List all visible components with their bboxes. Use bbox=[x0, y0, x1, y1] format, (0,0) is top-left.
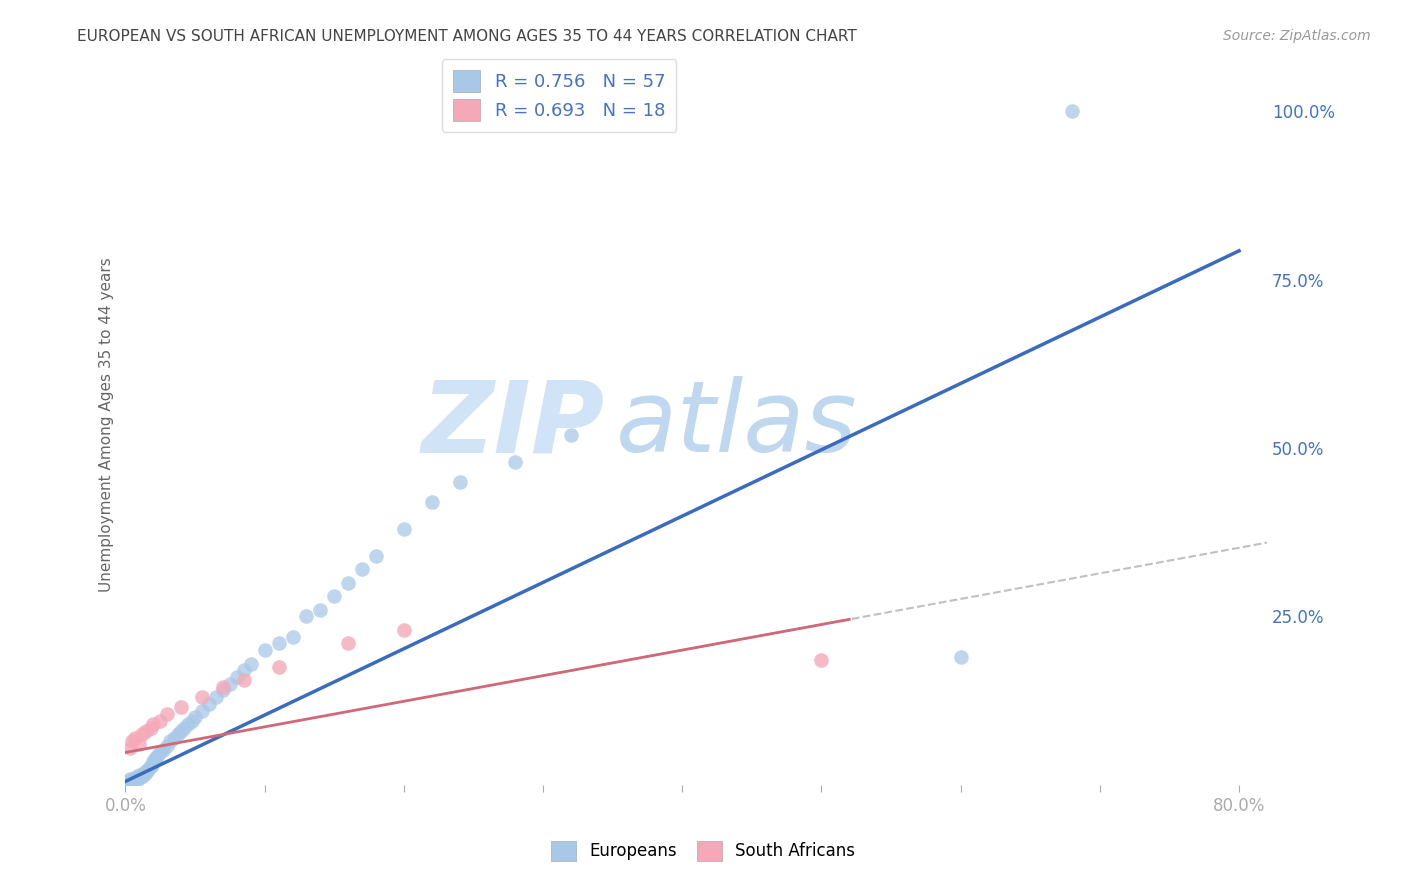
Point bbox=[145, 751, 167, 765]
Point bbox=[149, 714, 172, 728]
Point bbox=[163, 731, 186, 745]
Point bbox=[295, 609, 318, 624]
Point bbox=[810, 653, 832, 667]
Legend: R = 0.756   N = 57, R = 0.693   N = 18: R = 0.756 N = 57, R = 0.693 N = 18 bbox=[443, 59, 676, 132]
Point bbox=[198, 697, 221, 711]
Point bbox=[143, 752, 166, 766]
Point bbox=[138, 761, 160, 775]
Point bbox=[128, 737, 150, 751]
Point bbox=[120, 775, 142, 789]
Point bbox=[212, 680, 235, 694]
Point bbox=[191, 704, 214, 718]
Point bbox=[449, 475, 471, 489]
Point bbox=[128, 767, 150, 781]
Point bbox=[352, 562, 374, 576]
Point bbox=[117, 774, 139, 789]
Point bbox=[170, 723, 193, 738]
Point bbox=[118, 772, 141, 787]
Point bbox=[225, 670, 247, 684]
Point bbox=[267, 636, 290, 650]
Point bbox=[152, 743, 174, 757]
Point bbox=[139, 759, 162, 773]
Point bbox=[1060, 104, 1083, 119]
Point bbox=[420, 495, 443, 509]
Point bbox=[184, 710, 207, 724]
Point bbox=[267, 660, 290, 674]
Point bbox=[392, 623, 415, 637]
Point bbox=[239, 657, 262, 671]
Point bbox=[135, 764, 157, 779]
Y-axis label: Unemployment Among Ages 35 to 44 years: Unemployment Among Ages 35 to 44 years bbox=[100, 257, 114, 592]
Point bbox=[191, 690, 214, 705]
Point bbox=[337, 636, 360, 650]
Point bbox=[141, 757, 163, 772]
Point bbox=[212, 683, 235, 698]
Point bbox=[309, 603, 332, 617]
Point bbox=[173, 721, 195, 735]
Point bbox=[170, 700, 193, 714]
Text: ZIP: ZIP bbox=[422, 376, 605, 473]
Point bbox=[146, 749, 169, 764]
Point bbox=[135, 723, 157, 738]
Point bbox=[124, 772, 146, 787]
Point bbox=[131, 769, 153, 783]
Point bbox=[156, 707, 179, 722]
Point bbox=[149, 746, 172, 760]
Point bbox=[156, 739, 179, 753]
Point bbox=[129, 770, 152, 784]
Point bbox=[232, 663, 254, 677]
Point bbox=[364, 549, 387, 563]
Point bbox=[121, 773, 143, 788]
Point bbox=[122, 771, 145, 785]
Point bbox=[121, 734, 143, 748]
Point bbox=[232, 673, 254, 688]
Point bbox=[337, 575, 360, 590]
Point bbox=[949, 649, 972, 664]
Point bbox=[560, 427, 582, 442]
Text: EUROPEAN VS SOUTH AFRICAN UNEMPLOYMENT AMONG AGES 35 TO 44 YEARS CORRELATION CHA: EUROPEAN VS SOUTH AFRICAN UNEMPLOYMENT A… bbox=[77, 29, 858, 44]
Point bbox=[127, 772, 149, 786]
Point bbox=[132, 765, 155, 780]
Point bbox=[205, 690, 228, 705]
Point bbox=[281, 630, 304, 644]
Point bbox=[142, 717, 165, 731]
Point bbox=[503, 454, 526, 468]
Point bbox=[136, 763, 159, 777]
Point bbox=[167, 727, 190, 741]
Point bbox=[323, 589, 346, 603]
Point bbox=[159, 734, 181, 748]
Point bbox=[392, 522, 415, 536]
Legend: Europeans, South Africans: Europeans, South Africans bbox=[544, 834, 862, 868]
Point bbox=[131, 727, 153, 741]
Point bbox=[118, 740, 141, 755]
Point bbox=[139, 721, 162, 735]
Text: atlas: atlas bbox=[616, 376, 858, 473]
Point bbox=[124, 731, 146, 745]
Point bbox=[177, 717, 200, 731]
Point bbox=[125, 770, 148, 784]
Point bbox=[253, 643, 276, 657]
Point bbox=[218, 677, 240, 691]
Point bbox=[181, 714, 204, 728]
Point bbox=[142, 754, 165, 768]
Text: Source: ZipAtlas.com: Source: ZipAtlas.com bbox=[1223, 29, 1371, 43]
Point bbox=[134, 767, 156, 781]
